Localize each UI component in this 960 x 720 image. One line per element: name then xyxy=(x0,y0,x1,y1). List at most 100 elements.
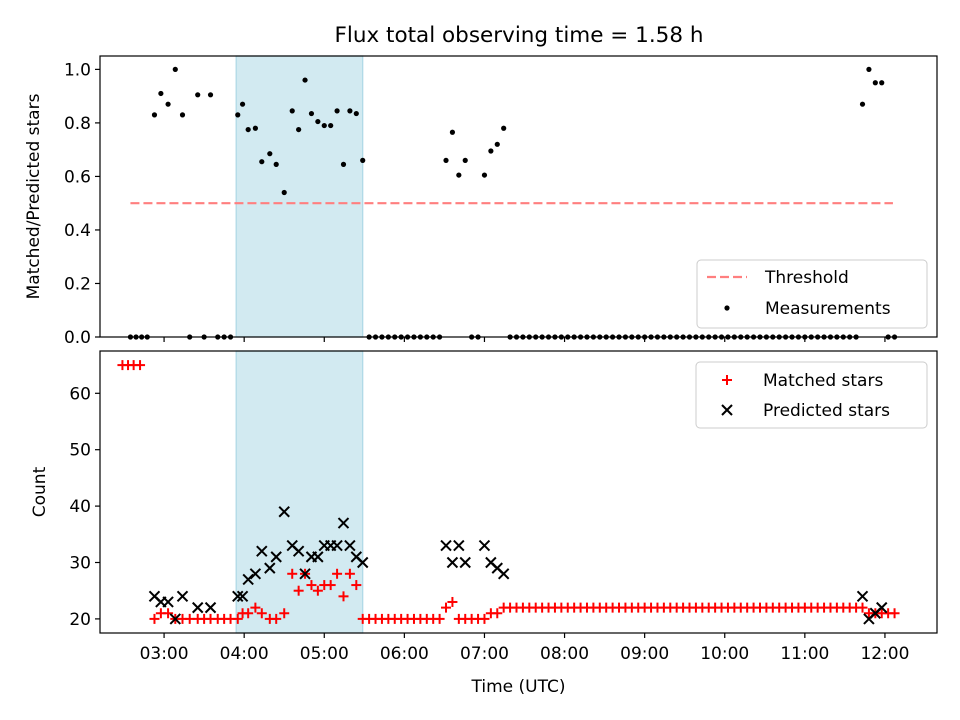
measurement-point xyxy=(165,101,171,107)
x-stroke-b xyxy=(344,539,356,552)
measurement-point xyxy=(488,148,494,154)
measurement-point xyxy=(252,125,258,131)
predicted-star-point xyxy=(331,539,343,552)
measurement-point xyxy=(315,118,321,125)
predicted-star-point xyxy=(204,601,217,614)
legend-predicted-swatch xyxy=(721,404,733,416)
matched-star-point xyxy=(492,608,503,619)
predicted-star-point xyxy=(876,601,888,614)
legend-matched-swatch xyxy=(722,375,732,385)
x-stroke-b xyxy=(337,517,350,529)
y-tick-label: 0.8 xyxy=(64,114,91,134)
x-stroke-b xyxy=(312,551,324,563)
y-axis-label: Matched/Predicted stars xyxy=(24,93,44,299)
x-stroke-b xyxy=(148,590,161,603)
count-axes: 20 30 40 50 60 03:00 04:00 05:00 06:00 07:00 08:00… xyxy=(30,350,938,697)
legend-measurement-label: Measurements xyxy=(765,299,891,319)
measurement-point xyxy=(289,108,295,114)
measurement-point xyxy=(866,66,872,72)
x-axis-label: Time (UTC) xyxy=(471,677,566,697)
measurement-point xyxy=(179,112,186,118)
measurement-point xyxy=(308,110,315,117)
x-stroke-b xyxy=(192,601,204,614)
measurement-point xyxy=(334,108,340,114)
measurement-point xyxy=(158,90,164,97)
matched-star-point xyxy=(312,585,323,596)
matched-star-point xyxy=(163,608,174,619)
predicted-star-point xyxy=(278,506,290,518)
series-predicted-stars xyxy=(148,506,888,625)
highlight-span-rect xyxy=(235,55,364,338)
y-tick-label: 0.4 xyxy=(64,221,91,241)
measurement-point xyxy=(281,189,287,196)
measurement-point xyxy=(443,157,449,163)
measurement-point xyxy=(449,129,456,135)
x-tick-label: 11:00 xyxy=(780,644,829,664)
matched-star-point xyxy=(149,613,160,624)
measurement-point xyxy=(456,172,462,178)
matched-star-point xyxy=(243,608,254,619)
predicted-star-point xyxy=(249,568,262,580)
matched-star-point xyxy=(434,613,445,624)
measurement-point xyxy=(360,157,366,163)
y-tick-label: 40 xyxy=(69,497,91,517)
x-stroke-b xyxy=(232,590,244,603)
measurement-point xyxy=(267,151,273,157)
measurement-point xyxy=(494,141,500,147)
predicted-star-point xyxy=(256,545,268,557)
matched-star-point xyxy=(279,608,290,619)
x-tick-label: 10:00 xyxy=(700,644,749,664)
x-stroke-b xyxy=(292,545,305,557)
predicted-star-point xyxy=(312,551,324,563)
y-tick-label: 1.0 xyxy=(64,60,91,80)
predicted-star-point xyxy=(459,556,471,569)
y-tick-label: 0.0 xyxy=(64,328,91,348)
predicted-star-point xyxy=(292,545,305,557)
measurement-point xyxy=(340,161,347,167)
predicted-star-point xyxy=(192,601,204,614)
x-tick-label: 04:00 xyxy=(220,644,269,664)
measurement-point xyxy=(321,122,327,129)
matched-star-point xyxy=(232,613,243,624)
x-stroke-b xyxy=(485,556,497,569)
measurement-point xyxy=(302,77,308,83)
x-stroke-b xyxy=(256,545,268,557)
legend-threshold-label: Threshold xyxy=(764,268,849,288)
x-tick-label: 03:00 xyxy=(140,644,189,664)
count-panel: 20 30 40 50 60 03:00 04:00 05:00 06:00 07:00 08:00… xyxy=(30,350,938,697)
predicted-star-point xyxy=(232,590,244,603)
x-stroke-b xyxy=(876,601,888,614)
measurement-point xyxy=(172,66,178,72)
axes-frame xyxy=(99,350,938,634)
legend-predicted-label: Predicted stars xyxy=(763,401,890,421)
measurement-point xyxy=(462,157,468,163)
x-stroke-b xyxy=(169,613,181,625)
x-stroke-b xyxy=(721,404,733,416)
y-axis-label: Count xyxy=(30,466,50,517)
measurement-point xyxy=(296,126,302,133)
series-matched-stars xyxy=(117,360,900,624)
x-stroke-b xyxy=(249,568,262,580)
measurement-point xyxy=(207,92,214,98)
measurement-point xyxy=(501,125,507,131)
legend-matched-label: Matched stars xyxy=(763,371,883,391)
x-stroke-b xyxy=(278,506,290,518)
x-stroke-b xyxy=(856,590,869,603)
y-tick-label: 20 xyxy=(69,610,91,630)
x-tick-label: 07:00 xyxy=(460,644,509,664)
x-stroke-b xyxy=(236,590,249,603)
predicted-star-point xyxy=(453,539,465,552)
x-stroke-b xyxy=(299,568,311,580)
x-tick-label: 12:00 xyxy=(860,644,909,664)
x-stroke-b xyxy=(264,562,276,574)
x-stroke-b xyxy=(478,539,491,552)
ratio-panel: 0.0 0.2 0.4 0.6 0.8 1.0 Matched/Predicted star… xyxy=(24,55,938,348)
matched-star-point xyxy=(250,602,261,613)
measurement-point xyxy=(259,159,265,165)
measurement-point xyxy=(151,112,158,118)
predicted-star-point xyxy=(176,590,189,603)
matched-star-point xyxy=(287,568,298,579)
y-tick-label: 0.6 xyxy=(64,167,91,187)
